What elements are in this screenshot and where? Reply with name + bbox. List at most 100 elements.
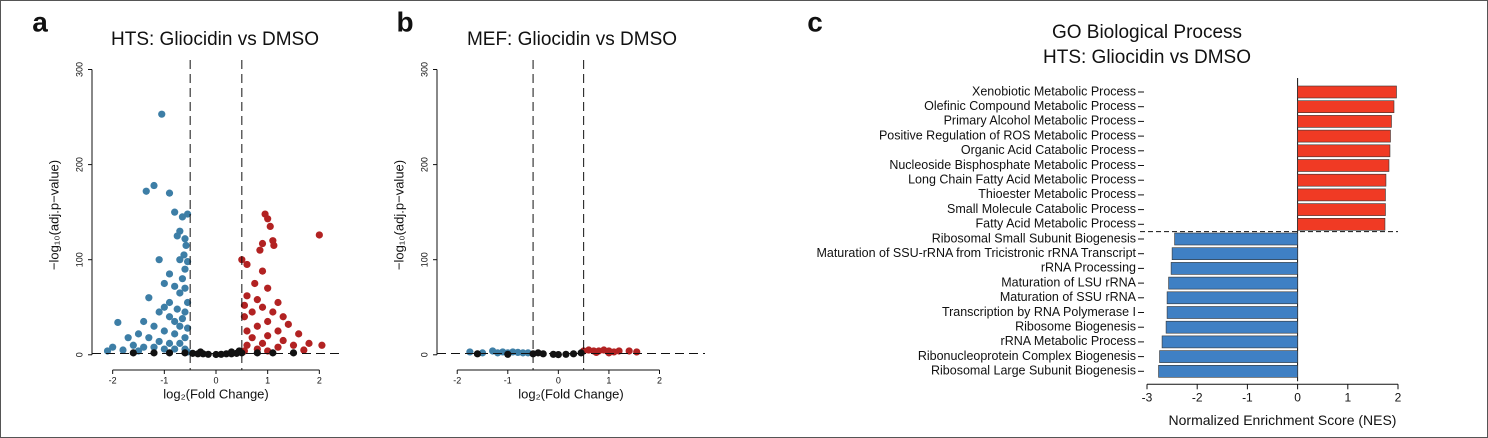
bar: [1170, 262, 1298, 275]
point: [305, 339, 313, 347]
bar: [1297, 203, 1386, 216]
y-axis-label: −log₁₀(adj.p−value): [391, 160, 406, 270]
chart-title: HTS: Gliocidin vs DMSO: [111, 29, 319, 50]
point: [269, 349, 277, 357]
point: [165, 349, 174, 357]
point: [176, 339, 184, 347]
category-label: rRNA Metabolic Process: [1001, 334, 1136, 348]
point: [178, 315, 187, 323]
point: [315, 231, 323, 239]
point: [240, 313, 249, 321]
x-tick-label: -2: [453, 375, 461, 385]
point: [165, 313, 174, 321]
y-tick-label: 300: [74, 62, 84, 77]
point: [181, 308, 189, 316]
point: [119, 346, 127, 354]
x-axis-label: Normalized Enrichment Score (NES): [1169, 412, 1397, 428]
y-tick-label: 100: [419, 252, 429, 267]
x-tick-label: 1: [265, 375, 270, 385]
point: [165, 270, 174, 278]
point: [615, 347, 623, 355]
point: [274, 298, 282, 307]
point: [129, 349, 137, 357]
point: [160, 345, 168, 353]
point: [160, 327, 168, 335]
x-tick-label: 0: [213, 375, 218, 385]
bar: [1174, 232, 1298, 246]
category-label: Olefinic Compound Metabolic Process: [924, 99, 1136, 113]
chart-subtitle: HTS: Gliocidin vs DMSO: [1043, 47, 1251, 68]
point: [173, 232, 181, 240]
point: [183, 324, 192, 332]
point: [171, 345, 179, 353]
point: [258, 303, 267, 311]
panel-label: a: [32, 6, 48, 37]
y-tick-label: 0: [74, 352, 84, 357]
point: [103, 347, 112, 355]
point: [269, 308, 277, 316]
point: [134, 330, 143, 338]
category-label: Small Molecule Catabolic Process: [947, 202, 1136, 216]
x-axis-label: log₂(Fold Change): [518, 386, 624, 401]
point: [183, 298, 192, 307]
point: [160, 279, 168, 288]
x-tick-label: 1: [606, 375, 611, 385]
point: [264, 284, 272, 292]
point: [466, 348, 474, 356]
y-tick-label: 100: [74, 252, 84, 267]
point: [253, 322, 261, 330]
bar: [1159, 350, 1298, 363]
point: [270, 241, 278, 250]
point: [534, 349, 542, 357]
bar: [1297, 159, 1390, 172]
bar: [1166, 291, 1298, 305]
x-axis-label: log₂(Fold Change): [163, 386, 269, 401]
bar: [1297, 115, 1392, 128]
point: [183, 257, 192, 266]
point: [183, 210, 192, 218]
category-label: Maturation of SSU-rRNA from Tricistronic…: [816, 246, 1136, 260]
point: [633, 348, 641, 356]
point: [181, 235, 189, 243]
point: [235, 347, 243, 355]
x-tick-label: 2: [657, 375, 662, 385]
bar: [1297, 188, 1386, 202]
point: [150, 181, 158, 190]
x-tick-label: -2: [1192, 390, 1203, 404]
point: [473, 350, 482, 358]
bar: [1166, 306, 1298, 319]
point: [171, 208, 179, 216]
point: [150, 349, 158, 357]
point: [243, 341, 251, 349]
point: [264, 332, 272, 340]
point: [176, 289, 184, 297]
bar: [1168, 276, 1298, 290]
point: [145, 294, 153, 302]
point: [171, 330, 179, 338]
point: [114, 318, 122, 327]
point: [569, 350, 578, 358]
point: [173, 305, 181, 313]
point: [256, 246, 264, 254]
point: [217, 350, 225, 358]
x-tick-label: 2: [317, 375, 322, 385]
point: [204, 350, 212, 358]
bar: [1297, 129, 1391, 143]
point: [142, 187, 150, 195]
point: [176, 256, 184, 264]
point: [155, 256, 163, 264]
point: [253, 349, 261, 357]
point: [295, 330, 303, 338]
category-label: Thioester Metabolic Process: [978, 187, 1136, 201]
point: [160, 303, 168, 311]
x-tick-label: -3: [1142, 390, 1153, 404]
point: [279, 313, 287, 321]
point: [248, 308, 256, 316]
point: [243, 292, 251, 300]
point: [554, 350, 562, 359]
point: [318, 341, 326, 349]
x-tick-label: -1: [1242, 390, 1253, 404]
point: [243, 327, 251, 335]
point: [274, 327, 282, 335]
